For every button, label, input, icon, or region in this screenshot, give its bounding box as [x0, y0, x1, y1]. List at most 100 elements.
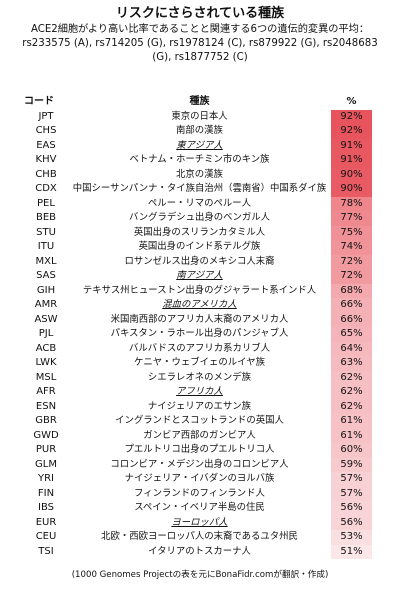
row-population: 東京の日本人 [68, 110, 331, 125]
row-population: スペイン・イベリア半島の住民 [68, 501, 331, 516]
row-population: 英国出身のスリランカタミル人 [68, 226, 331, 241]
population-label: スペイン・イベリア半島の住民 [134, 502, 265, 513]
table-row: ASW 米国南西部のアフリカ人末裔のアメリカ人 66% [22, 312, 372, 327]
row-code: GLM [35, 458, 57, 470]
row-percent-cell: 66% [331, 312, 372, 327]
row-population: シエラレオネのメンデ族 [68, 371, 331, 386]
row-code: BEB [35, 212, 57, 223]
row-percent-cell: 72% [331, 269, 372, 284]
row-percent-cell: 68% [331, 283, 372, 298]
table-row: YRI ナイジェリア・イバダンのヨルバ族 57% [22, 472, 372, 487]
row-population: ベトナム・ホーチミン市のキン族 [68, 153, 331, 168]
row-population: パキスタン・ラホール出身のパンジャブ人 [68, 327, 331, 342]
table-row: SAS 南アジア人 72% [22, 269, 372, 284]
table-row: AMR 混血のアメリカ人 66% [22, 298, 372, 313]
row-percent-cell: 56% [331, 515, 372, 530]
population-label: ナイジェリアのエサン族 [147, 400, 252, 412]
row-percent-cell: 62% [331, 385, 372, 400]
chart-subtitle: ACE2細胞がより高い比率であることと関連する6つの遺伝的変異の平均：rs233… [22, 24, 378, 63]
row-population: テキサス州ヒューストン出身のグジャラート系インド人 [68, 284, 331, 299]
table-row: STU 英国出身のスリランカタミル人 75% [22, 225, 372, 241]
row-code: IBS [38, 502, 54, 513]
row-percent-cell: 77% [331, 211, 372, 226]
population-label: バングラデシュ出身のベンガル人 [128, 212, 271, 223]
row-code: MXL [35, 255, 57, 267]
row-population: フィンランドのフィンランド人 [68, 487, 331, 502]
population-label: 英国出身のインド系テルグ族 [138, 241, 261, 252]
row-code: EAS [36, 139, 56, 151]
table-row: FIN フィンランドのフィンランド人 57% [22, 486, 372, 502]
row-percent-cell: 61% [331, 414, 372, 429]
row-population: ガンビア西部のガンビア人 [68, 429, 331, 444]
header-code: コード [24, 96, 54, 107]
header-percent: % [346, 96, 357, 107]
table-row: PEL ペルー・リマのペルー人 78% [22, 196, 372, 211]
population-label: 米国南西部のアフリカ人末裔のアメリカ人 [110, 313, 289, 325]
row-code: EUR [35, 516, 57, 528]
row-code: ACB [35, 342, 57, 354]
row-percent-cell: 64% [331, 341, 372, 356]
row-code: KHV [35, 154, 57, 165]
row-percent-cell: 92% [331, 109, 372, 124]
table-row: GWD ガンビア西部のガンビア人 61% [22, 428, 372, 444]
row-population: 南部の漢族 [68, 124, 331, 139]
row-percent-cell: 75% [331, 225, 372, 240]
chart-page: リスクにさらされている種族 ACE2細胞がより高い比率であることと関連する6つの… [0, 6, 400, 589]
table-row: CEU 北欧・西欧ヨーロッパ人の末裔であるユタ州民 53% [22, 530, 372, 545]
row-percent-cell: 62% [331, 370, 372, 385]
row-percent-cell: 90% [331, 167, 372, 182]
row-percent-cell: 66% [331, 298, 372, 313]
table-row: TSI イタリアのトスカーナ人 51% [22, 544, 372, 560]
row-percent-cell: 57% [331, 486, 372, 501]
table-row: EAS 東アジア人 91% [22, 138, 372, 153]
row-code: STU [36, 226, 56, 238]
table-row: ITU 英国出身のインド系テルグ族 74% [22, 240, 372, 255]
row-percent-cell: 72% [331, 254, 372, 269]
table-row: ESN ナイジェリアのエサン族 62% [22, 399, 372, 414]
population-label: ヨーロッパ人 [171, 516, 228, 528]
population-label: 東アジア人 [176, 139, 223, 151]
row-code: SAS [36, 270, 56, 281]
row-code: AMR [34, 299, 58, 310]
table-row: EUR ヨーロッパ人 56% [22, 515, 372, 530]
table-row: CHB 北京の漢族 90% [22, 167, 372, 183]
row-code: CDX [35, 183, 57, 194]
row-percent-cell: 65% [331, 327, 372, 342]
row-percent-cell: 60% [331, 443, 372, 458]
population-label: アフリカ人 [176, 386, 223, 397]
table-row: PJL パキスタン・ラホール出身のパンジャブ人 65% [22, 327, 372, 342]
row-population: ロサンゼルス出身のメキシコ人末裔 [68, 255, 331, 270]
population-label: バルバドスのアフリカ系カリブ人 [129, 342, 270, 354]
chart-title: リスクにさらされている種族 [115, 6, 285, 21]
population-label: ガンビア西部のガンビア人 [143, 429, 256, 441]
header-population: 種族 [189, 96, 210, 107]
table-row: ACB バルバドスのアフリカ系カリブ人 64% [22, 341, 372, 356]
row-population: 北京の漢族 [68, 168, 331, 183]
row-percent-cell: 90% [331, 182, 372, 197]
table-row: MSL シエラレオネのメンデ族 62% [22, 370, 372, 386]
row-code: TSI [38, 545, 54, 557]
table-row: JPT 東京の日本人 92% [22, 109, 372, 125]
row-code: GBR [35, 415, 57, 426]
population-label: プエルトリコ出身のプエルトリコ人 [124, 444, 275, 455]
row-population: プエルトリコ出身のプエルトリコ人 [68, 443, 331, 458]
population-label: コロンビア・メデジン出身のコロンビア人 [110, 458, 289, 470]
row-percent-cell: 91% [331, 138, 372, 153]
row-code: ASW [34, 313, 58, 325]
risk-table: コード 種族 % JPT 東京の日本人 92% CHS 南部の漢族 92% EAS 東アジア人… [22, 95, 372, 559]
row-population: イタリアのトスカーナ人 [68, 545, 331, 560]
table-body: JPT 東京の日本人 92% CHS 南部の漢族 92% EAS 東アジア人 91% KHV ベトナ… [22, 109, 372, 560]
source-note: (1000 Genomes Projectの表を元にBonaFidr.comが翻… [71, 570, 329, 580]
population-label: 英国出身のスリランカタミル人 [133, 226, 266, 238]
row-population: 南アジア人 [68, 269, 331, 284]
row-percent-cell: 78% [331, 196, 372, 211]
table-row: KHV ベトナム・ホーチミン市のキン族 91% [22, 153, 372, 168]
table-row: LWK ケニヤ・ウェブイェのルイヤ族 63% [22, 356, 372, 371]
row-percent-cell: 92% [331, 124, 372, 139]
table-row: CDX 中国シーサンパンナ・タイ族自治州（雲南省）中国系ダイ族 90% [22, 182, 372, 197]
row-code: MSL [35, 371, 57, 383]
population-label: 東京の日本人 [171, 110, 228, 122]
row-code: PJL [38, 328, 54, 339]
row-population: アフリカ人 [68, 385, 331, 400]
row-population: 混血のアメリカ人 [68, 298, 331, 313]
